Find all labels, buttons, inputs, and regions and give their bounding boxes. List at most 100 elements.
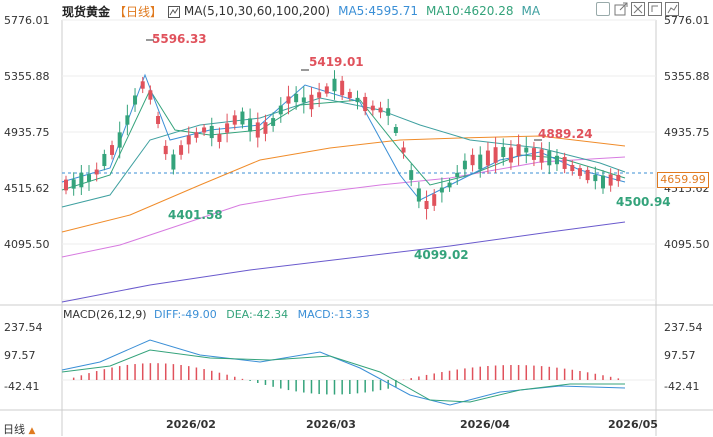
candle-body <box>393 127 398 133</box>
candle-body <box>194 132 199 138</box>
candle-body <box>616 174 621 182</box>
candle-body <box>478 154 483 170</box>
candle-body <box>439 187 444 193</box>
candle-body <box>232 115 237 125</box>
candle-body <box>370 105 375 111</box>
candle-body <box>378 107 383 113</box>
candle-body <box>516 144 521 156</box>
macd-diff-line <box>61 339 626 406</box>
candle-body <box>554 155 559 165</box>
dropdown-triangle-icon: ▲ <box>28 426 36 436</box>
candle-body <box>156 116 161 124</box>
date-tick: 2026/02 <box>166 418 216 431</box>
candle-body <box>117 132 122 148</box>
price-tick-right: 5776.01 <box>664 14 710 27</box>
date-tick: 2026/03 <box>306 418 356 431</box>
macd-tick-right: 237.54 <box>664 321 703 334</box>
candle-body <box>271 118 276 126</box>
macd-tick-left: 237.54 <box>4 321 43 334</box>
candle-body <box>133 95 138 105</box>
candle-body <box>401 147 406 153</box>
chart-style-icon[interactable] <box>665 2 679 16</box>
indicator-icon <box>168 5 181 18</box>
price-tick-right: 4095.50 <box>664 238 710 251</box>
macd-header: MACD(26,12,9) DIFF:-49.00 DEA:-42.34 MAC… <box>63 308 370 321</box>
macd-diff: DIFF:-49.00 <box>154 308 217 321</box>
high-annotation: 4889.24 <box>538 127 593 141</box>
candle-body <box>447 182 452 188</box>
candle-body <box>225 123 230 133</box>
candle-body <box>547 150 552 166</box>
current-price-tag: 4659.99 <box>657 172 709 188</box>
ma10-line <box>61 88 626 191</box>
candle-body <box>593 174 598 182</box>
low-annotation: 4099.02 <box>414 248 469 262</box>
candle-body <box>462 160 467 170</box>
high-annotation: 5596.33 <box>152 32 207 46</box>
period-selector[interactable]: 日线 ▲ <box>3 421 35 437</box>
candle-body <box>324 86 329 94</box>
price-tick-left: 5355.88 <box>4 70 50 83</box>
high-annotation: 5419.01 <box>309 55 364 69</box>
price-tick-left: 4935.75 <box>4 126 50 139</box>
candle-body <box>493 147 498 163</box>
macd-tick-right: -42.41 <box>664 380 700 393</box>
candle-body <box>309 94 314 110</box>
candle-body <box>278 105 283 115</box>
ma-params: MA(5,10,30,60,100,200) <box>183 4 331 18</box>
candle-body <box>286 96 291 104</box>
price-tick-right: 5355.88 <box>664 70 710 83</box>
candle-body <box>432 194 437 206</box>
period-label[interactable]: 【日线】 <box>114 4 163 19</box>
ma10-legend: MA10:4620.28 <box>425 4 514 18</box>
screenshot-icon[interactable] <box>648 2 662 16</box>
ma5-legend: MA5:4595.71 <box>338 4 418 18</box>
macd-dea: DEA:-42.34 <box>226 308 289 321</box>
price-tick-left: 4095.50 <box>4 238 50 251</box>
ma-more-legend: MA <box>521 4 541 18</box>
ma100-line <box>61 156 626 258</box>
candle-body <box>163 145 168 155</box>
candle-body <box>209 125 214 139</box>
candle-body <box>255 122 260 138</box>
candle-body <box>363 96 368 112</box>
close-icon[interactable] <box>631 2 645 16</box>
macd-tick-left: -42.41 <box>4 380 40 393</box>
candle-body <box>148 90 153 100</box>
candle-body <box>94 169 99 175</box>
price-tick-left: 4515.62 <box>4 182 50 195</box>
candle-body <box>485 150 490 166</box>
candle-body <box>125 115 130 125</box>
ma-indicator-label[interactable]: MA(5,10,30,60,100,200) <box>168 4 330 18</box>
candle-body <box>263 122 268 134</box>
candle-body <box>202 127 207 133</box>
candle-body <box>171 154 176 170</box>
candle-body <box>71 179 76 189</box>
chart-header: 现货黄金 【日线】 MA(5,10,30,60,100,200) MA5:459… <box>62 2 540 20</box>
ma30-line <box>61 97 626 208</box>
square-frame-icon[interactable] <box>596 2 610 16</box>
candle-body <box>585 169 590 181</box>
candle-body <box>539 149 544 163</box>
candle-body <box>608 174 613 186</box>
period-selector-label: 日线 <box>3 423 25 436</box>
candle-body <box>424 200 429 210</box>
candle-body <box>524 147 529 153</box>
candle-body <box>301 97 306 103</box>
candle-body <box>79 172 84 188</box>
candle-body <box>317 92 322 98</box>
candle-body <box>355 97 360 103</box>
macd-tick-right: 97.57 <box>664 349 696 362</box>
candle-body <box>347 91 352 99</box>
price-tick-left: 5776.01 <box>4 14 50 27</box>
low-annotation: 4401.58 <box>168 208 223 222</box>
date-tick: 2026/05 <box>608 418 658 431</box>
low-annotation: 4500.94 <box>616 195 671 209</box>
candle-body <box>577 168 582 176</box>
candle-body <box>217 134 222 142</box>
candle-body <box>179 145 184 155</box>
open-window-icon[interactable] <box>614 2 628 16</box>
candle-body <box>340 80 345 96</box>
candle-body <box>562 157 567 169</box>
